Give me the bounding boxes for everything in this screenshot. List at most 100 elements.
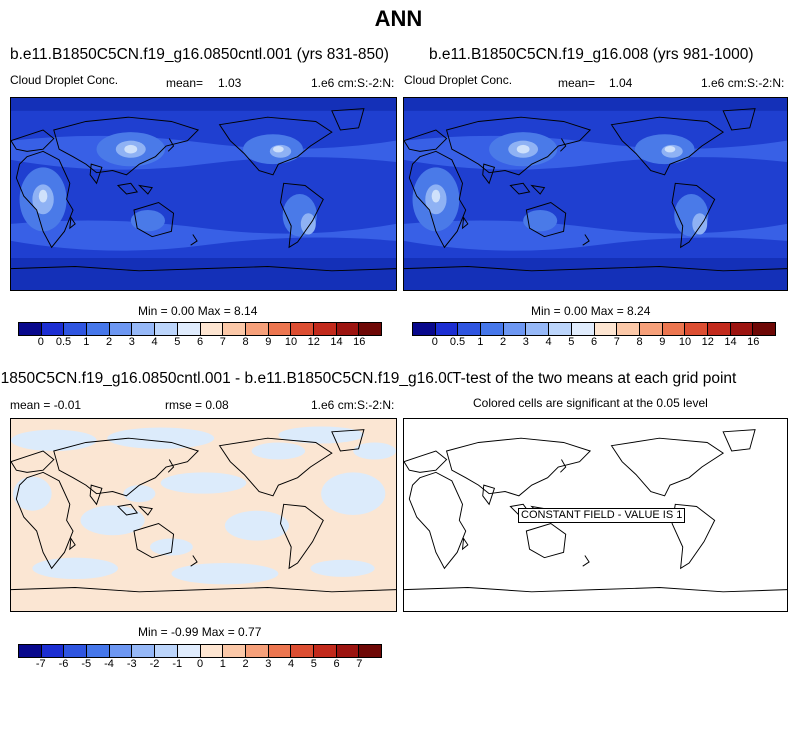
panel3-rmse: rmse = 0.08	[165, 398, 229, 412]
diff-negative-area	[11, 429, 97, 451]
colorbar-swatch	[155, 323, 178, 335]
arctic-band	[11, 98, 396, 111]
colorbar-swatch	[155, 645, 178, 657]
colorbar-tick-label: 9	[265, 336, 272, 348]
panel2-colorbar-ticks: 0 0.5 1 2 3 4 5 6 7 8 9 10 12 14 16	[412, 336, 776, 350]
colorbar-tick-label: -3	[126, 658, 137, 670]
colorbar-swatch	[313, 323, 337, 335]
colorbar-swatch	[245, 645, 269, 657]
colorbar-swatch	[435, 323, 459, 335]
colorbar-tick-label: -5	[81, 658, 92, 670]
high-concentration	[692, 213, 708, 235]
colorbar-tick-label: 12	[307, 336, 320, 348]
midlat-band-south	[11, 220, 396, 251]
diff-negative-area	[123, 485, 156, 503]
colorbar-swatch	[617, 323, 640, 335]
colorbar-tick-label: 2	[499, 336, 507, 348]
constant-field-label: CONSTANT FIELD - VALUE IS 1	[518, 508, 686, 523]
colorbar-swatch	[64, 323, 88, 335]
peak-concentration	[516, 144, 530, 154]
colorbar-swatch	[87, 323, 110, 335]
colorbar-swatch	[336, 645, 360, 657]
colorbar-tick-label: 14	[724, 336, 737, 348]
panel2-mean-value: 1.04	[609, 76, 633, 90]
panel2-units: 1.e6 cm:S:-2:N:	[701, 76, 785, 90]
colorbar-swatch	[571, 323, 595, 335]
panel3-map-field	[11, 419, 396, 611]
panel1-map	[10, 97, 397, 291]
colorbar-swatch	[549, 323, 572, 335]
colorbar-tick-label: 3	[265, 658, 272, 670]
panel3-map	[10, 418, 397, 612]
colorbar-swatch	[413, 323, 436, 335]
panel3-colorbar	[18, 644, 382, 658]
diff-negative-area	[353, 442, 396, 460]
panel2-variable-label: Cloud Droplet Conc.	[404, 73, 513, 87]
colorbar-tick-label: 4	[287, 658, 295, 670]
diff-negative-area	[160, 472, 247, 494]
colorbar-tick-label: -4	[104, 658, 114, 670]
colorbar-tick-label: 6	[590, 336, 598, 348]
colorbar-tick-label: 5	[174, 336, 181, 348]
colorbar-tick-label: 1	[477, 336, 484, 348]
colorbar-tick-label: 2	[242, 658, 249, 670]
colorbar-tick-label: 6	[196, 336, 204, 348]
panel3-mean: mean = -0.01	[10, 398, 82, 412]
colorbar-swatch	[245, 323, 269, 335]
colorbar-tick-label: -7	[35, 658, 46, 670]
colorbar-swatch	[200, 323, 224, 335]
diff-negative-area	[310, 559, 375, 577]
diff-negative-area	[32, 557, 118, 579]
colorbar-tick-label: 10	[284, 336, 298, 348]
panel3-title-clip: b.e11.B1850C5CN.f19_g16.0850cntl.001 - b…	[0, 370, 452, 392]
colorbar-tick-label: 7	[613, 336, 620, 348]
colorbar-swatch	[730, 323, 754, 335]
southern-band	[11, 258, 396, 290]
peak-concentration	[38, 189, 48, 203]
colorbar-tick-label: 0.5	[449, 336, 466, 348]
midlat-band-south	[404, 220, 787, 251]
diff-negative-area	[107, 427, 215, 449]
colorbar-swatch	[481, 323, 504, 335]
colorbar-swatch	[177, 645, 201, 657]
colorbar-tick-label: 12	[701, 336, 714, 348]
panel2-map-field	[404, 98, 787, 290]
colorbar-swatch	[503, 323, 527, 335]
panel1-mean-label: mean=	[166, 76, 204, 90]
panel2-colorbar	[412, 322, 776, 336]
diff-negative-area	[80, 505, 145, 536]
colorbar-tick-label: 1	[219, 658, 226, 670]
colorbar-swatch	[41, 645, 65, 657]
colorbar-swatch	[19, 323, 42, 335]
diff-negative-area	[150, 538, 193, 556]
diff-negative-area	[13, 476, 52, 511]
panel4-title: T-test of the two means at each grid poi…	[452, 370, 737, 387]
high-concentration	[300, 213, 316, 235]
colorbar-swatch	[594, 323, 618, 335]
colorbar-swatch	[223, 645, 246, 657]
colorbar-swatch	[19, 645, 42, 657]
colorbar-swatch	[109, 323, 133, 335]
panel4-subtitle: Colored cells are significant at the 0.0…	[473, 396, 708, 410]
colorbar-swatch	[109, 645, 133, 657]
peak-concentration	[124, 144, 138, 154]
colorbar-swatch	[132, 645, 156, 657]
panel3-units: 1.e6 cm:S:-2:N:	[311, 398, 395, 412]
colorbar-tick-label: 0	[196, 658, 204, 670]
colorbar-tick-label: 5	[310, 658, 317, 670]
figure-title: ANN	[374, 6, 423, 31]
panel1-variable-label: Cloud Droplet Conc.	[10, 73, 119, 87]
colorbar-swatch	[223, 323, 246, 335]
colorbar-tick-label: 7	[356, 658, 363, 670]
colorbar-tick-label: 2	[105, 336, 113, 348]
colorbar-swatch	[359, 323, 381, 335]
colorbar-swatch	[291, 645, 314, 657]
diff-negative-area	[278, 426, 364, 444]
panel1-case-title: b.e11.B1850C5CN.f19_g16.0850cntl.001 (yr…	[10, 46, 389, 63]
colorbar-tick-label: 9	[659, 336, 666, 348]
colorbar-tick-label: -2	[149, 658, 160, 670]
colorbar-swatch	[87, 645, 110, 657]
colorbar-tick-label: 8	[636, 336, 643, 348]
panel1-mean-value: 1.03	[218, 76, 242, 90]
colorbar-swatch	[268, 323, 292, 335]
